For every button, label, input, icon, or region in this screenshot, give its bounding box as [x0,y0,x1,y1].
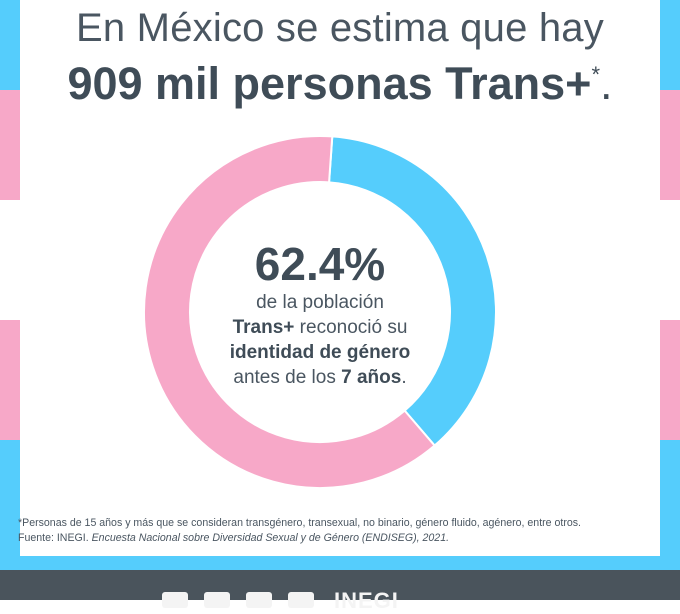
youtube-icon[interactable] [288,592,314,608]
facebook-icon[interactable] [162,592,188,608]
inegi-logo: INEGI [334,588,399,613]
headline-line-1: En México se estima que hay [76,6,604,50]
footnote-source-pre: Fuente: INEGI. [18,532,92,544]
instagram-icon[interactable] [204,592,230,608]
center-age-bold: 7 años [341,367,402,388]
footnote: *Personas de 15 años y más que se consid… [18,516,638,546]
headline-figure: 909 mil personas Trans+ [67,58,592,109]
center-identity-bold: identidad de género [229,342,411,363]
center-line-4: antes de los 7 años. [170,365,470,390]
footnote-source: Fuente: INEGI. Encuesta Nacional sobre D… [18,531,638,546]
headline-period: . [600,58,613,109]
center-line-2: Trans+ reconoció su [170,315,470,340]
center-line-1: de la población [256,292,384,313]
center-line-2-rest: reconoció su [294,317,408,338]
footnote-definition: *Personas de 15 años y más que se consid… [18,517,581,529]
footnote-source-title: Encuesta Nacional sobre Diversidad Sexua… [91,532,450,544]
donut-slice-pink [143,135,437,489]
center-line-3: identidad de género [170,340,470,365]
center-trans-bold: Trans+ [232,317,295,338]
center-line-4-pre: antes de los [233,367,342,388]
headline-line-2: 909 mil personas Trans+*. [20,58,660,110]
donut-slice-blue [328,135,497,447]
bottom-bar [0,570,680,600]
donut-center-text: 62.4% de la población Trans+ reconoció s… [170,238,470,390]
donut-chart [143,135,497,489]
twitter-icon[interactable] [246,592,272,608]
center-percent: 62.4% [254,238,386,290]
footnote-marker: * [591,62,601,87]
center-line-4-end: . [401,367,407,388]
